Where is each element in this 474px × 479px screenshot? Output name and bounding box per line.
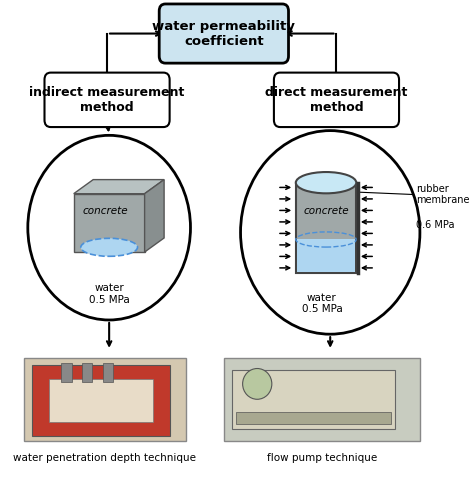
Bar <box>237 412 391 424</box>
Text: indirect measurement
method: indirect measurement method <box>29 86 185 114</box>
Ellipse shape <box>296 172 356 194</box>
Text: rubber
membrane: rubber membrane <box>416 184 469 205</box>
Bar <box>224 358 420 441</box>
Bar <box>232 370 395 429</box>
FancyBboxPatch shape <box>274 73 399 127</box>
Bar <box>32 365 170 436</box>
Bar <box>61 363 72 382</box>
Bar <box>296 182 356 273</box>
Text: concrete: concrete <box>82 206 128 216</box>
Bar <box>82 363 92 382</box>
Ellipse shape <box>243 368 272 399</box>
Text: 0.6 MPa: 0.6 MPa <box>416 220 454 230</box>
Text: concrete: concrete <box>303 206 349 216</box>
Polygon shape <box>73 180 164 194</box>
Text: water penetration depth technique: water penetration depth technique <box>13 453 197 463</box>
Bar <box>49 379 153 422</box>
Text: water
0.5 MPa: water 0.5 MPa <box>89 283 129 305</box>
Bar <box>24 358 186 441</box>
Bar <box>103 363 113 382</box>
Text: flow pump technique: flow pump technique <box>267 453 377 463</box>
Circle shape <box>240 131 420 334</box>
Circle shape <box>28 136 191 320</box>
Polygon shape <box>73 194 145 252</box>
Text: direct measurement
method: direct measurement method <box>265 86 408 114</box>
Polygon shape <box>145 180 164 252</box>
Bar <box>297 239 355 272</box>
Text: water
0.5 MPa: water 0.5 MPa <box>301 293 342 314</box>
FancyBboxPatch shape <box>159 4 289 63</box>
FancyBboxPatch shape <box>45 73 170 127</box>
Ellipse shape <box>81 239 137 256</box>
Text: water permeability
coefficient: water permeability coefficient <box>153 20 295 47</box>
